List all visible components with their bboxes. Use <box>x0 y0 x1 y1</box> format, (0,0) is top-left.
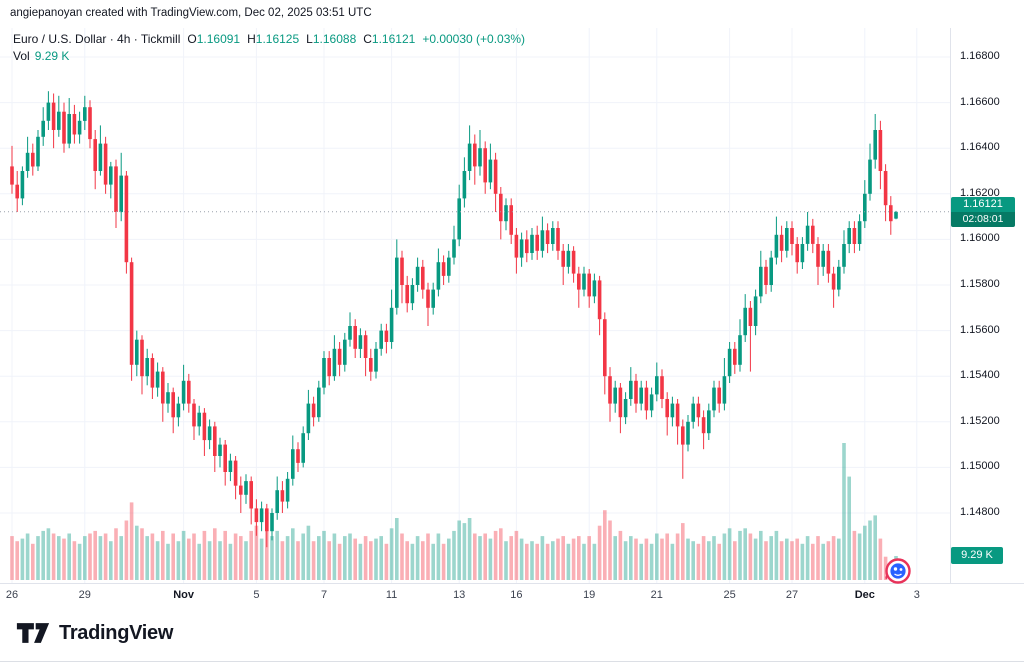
high-value: 1.16125 <box>255 32 300 46</box>
close-key: C <box>363 32 372 46</box>
price-axis-label: 1.16000 <box>960 232 1000 245</box>
volume-value: 9.29 K <box>34 49 70 63</box>
time-axis-label: Dec <box>854 589 875 601</box>
time-axis-label: 19 <box>583 589 596 601</box>
time-axis[interactable]: 26 29 Nov 5 7 11 13 16 19 21 25 27 Dec 3 <box>0 583 950 610</box>
time-axis-label: 5 <box>253 589 260 601</box>
time-scale-separator <box>0 583 1024 584</box>
price-axis-label: 1.15000 <box>960 460 1000 473</box>
low-key: L <box>306 32 313 46</box>
open-value: 1.16091 <box>196 32 241 46</box>
last-price: 1.16121 <box>951 196 1015 212</box>
price-axis-label: 1.16400 <box>960 141 1000 154</box>
price-axis-label: 1.16800 <box>960 50 1000 62</box>
emoji-sticker-icon[interactable] <box>884 557 912 585</box>
bottom-divider <box>0 661 1024 662</box>
time-axis-label: Nov <box>173 589 194 601</box>
price-axis-label: 1.15600 <box>960 323 1000 336</box>
bar-countdown: 02:08:01 <box>951 211 1015 227</box>
volume-axis-label: 9.29 K <box>951 546 1003 564</box>
tradingview-logo-icon[interactable] <box>16 620 50 646</box>
open-key: O <box>187 32 197 46</box>
close-value: 1.16121 <box>371 32 416 46</box>
current-price-label: 1.16121 02:08:01 <box>951 196 1015 227</box>
low-value: 1.16088 <box>312 32 357 46</box>
time-axis-label: 16 <box>510 589 523 601</box>
legend-row-symbol: Euro / U.S. Dollar · 4h · Tickmill O1.160… <box>13 31 525 48</box>
price-axis-label: 1.15800 <box>960 278 1000 290</box>
time-axis-label: 3 <box>913 589 920 601</box>
price-axis-label: 1.14800 <box>960 506 1000 518</box>
time-axis-label: 25 <box>723 589 736 601</box>
time-axis-label: 7 <box>320 589 328 601</box>
chart-legend[interactable]: Euro / U.S. Dollar · 4h · Tickmill O1.160… <box>13 31 525 65</box>
price-scale-separator <box>950 28 951 583</box>
price-axis-label: 1.15400 <box>960 369 1000 382</box>
brand-name[interactable]: TradingView <box>59 621 174 644</box>
volume-key: Vol <box>13 49 30 63</box>
legend-row-volume: Vol 9.29 K <box>13 48 525 65</box>
time-axis-label: 11 <box>385 589 398 601</box>
price-axis-label: 1.16600 <box>960 95 1000 108</box>
high-key: H <box>247 32 256 46</box>
change-value: +0.00030 (+0.03%) <box>422 32 526 46</box>
symbol-title[interactable]: Euro / U.S. Dollar · 4h · Tickmill <box>13 32 181 46</box>
time-axis-label: 27 <box>785 589 799 601</box>
time-axis-label: 13 <box>453 589 466 601</box>
time-axis-label: 21 <box>650 589 663 601</box>
price-axis-label: 1.16200 <box>960 186 1000 199</box>
price-axis[interactable]: 1.16800 1.16600 1.16400 1.16200 1.16000 1.158… <box>951 0 1024 583</box>
price-axis-label: 1.15200 <box>960 414 1000 427</box>
attribution-text: angiepanoyan created with TradingView.co… <box>10 7 372 19</box>
time-axis-label: 26 <box>5 589 19 601</box>
time-axis-label: 29 <box>78 589 91 601</box>
footer: TradingView <box>16 620 173 646</box>
